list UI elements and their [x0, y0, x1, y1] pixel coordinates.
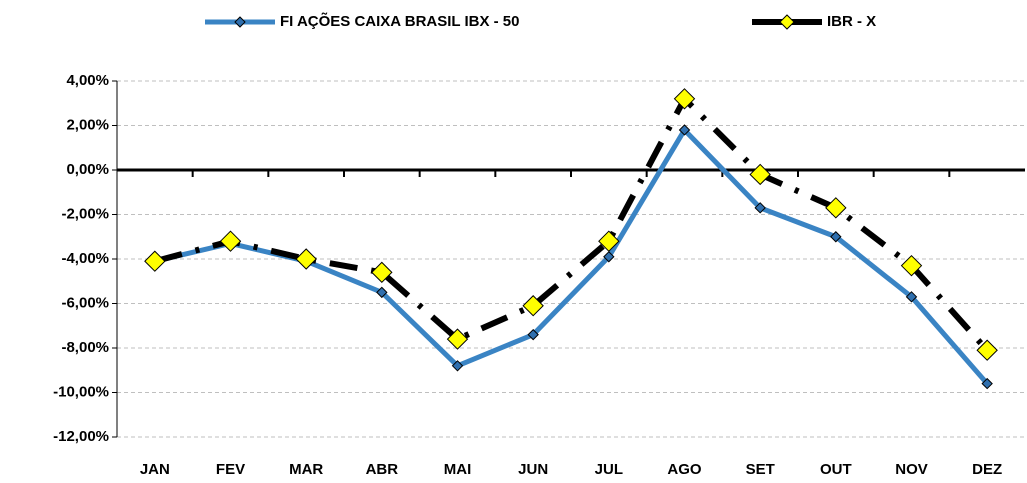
y-tick-label: 2,00%: [66, 116, 109, 133]
marker: [371, 261, 393, 284]
legend-label: IBR - X: [827, 13, 876, 30]
marker: [976, 339, 998, 361]
marker: [522, 295, 544, 317]
marker: [144, 250, 166, 272]
x-tick-label: JUL: [595, 461, 623, 478]
marker: [754, 202, 766, 214]
y-tick-label: -10,00%: [53, 383, 109, 400]
x-tick-label: JUN: [518, 461, 548, 478]
marker: [749, 163, 771, 186]
marker: [598, 230, 620, 252]
marker: [603, 251, 615, 263]
marker: [446, 328, 469, 350]
y-tick-label: -6,00%: [61, 294, 109, 311]
marker: [678, 124, 691, 136]
marker: [900, 254, 923, 277]
marker: [451, 360, 464, 372]
y-tick-label: -2,00%: [61, 205, 109, 222]
x-tick-label: MAI: [444, 461, 472, 478]
legend-marker: [234, 16, 246, 28]
marker: [376, 286, 388, 299]
marker: [295, 248, 317, 270]
marker: [830, 231, 842, 243]
y-tick-label: 0,00%: [66, 161, 109, 178]
x-tick-label: DEZ: [972, 461, 1002, 478]
marker: [219, 230, 242, 252]
marker: [673, 88, 696, 110]
y-tick-label: -8,00%: [61, 339, 109, 356]
y-tick-label: -12,00%: [53, 428, 109, 445]
legend-marker: [779, 14, 795, 30]
x-tick-label: MAR: [289, 461, 323, 478]
series-line: [154, 127, 990, 386]
y-tick-label: 4,00%: [66, 72, 109, 89]
marker: [825, 197, 847, 219]
series-line: [154, 95, 990, 353]
x-tick-label: AGO: [667, 461, 702, 478]
marker: [905, 291, 918, 303]
marker: [981, 377, 993, 390]
x-tick-label: ABR: [366, 461, 399, 478]
x-tick-label: SET: [746, 461, 775, 478]
x-tick-label: NOV: [895, 461, 928, 478]
legend-label: FI AÇÕES CAIXA BRASIL IBX - 50: [280, 12, 519, 30]
x-tick-label: FEV: [216, 461, 245, 478]
x-tick-label: JAN: [140, 461, 170, 478]
x-tick-label: OUT: [820, 461, 852, 478]
marker: [527, 328, 539, 341]
y-tick-label: -4,00%: [61, 250, 109, 267]
